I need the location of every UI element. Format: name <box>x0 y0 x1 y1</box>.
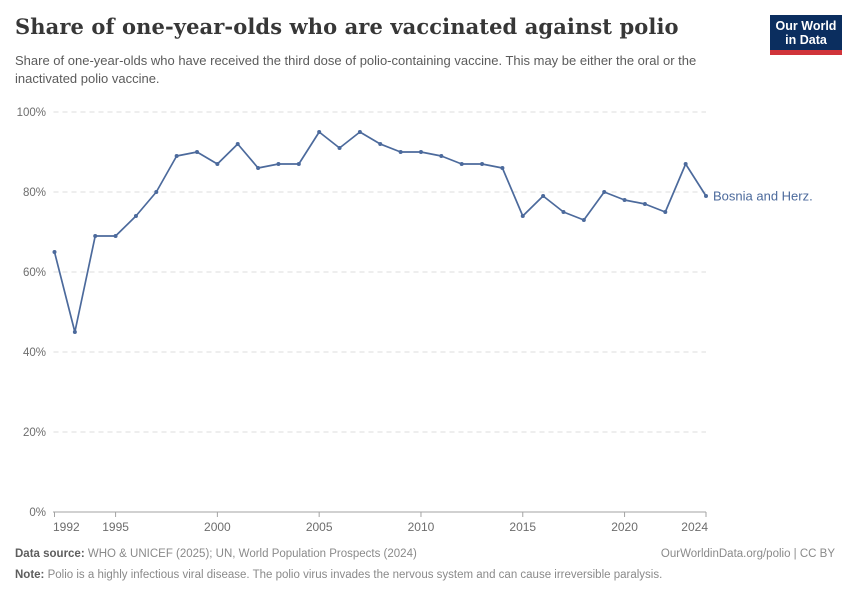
data-point <box>378 142 383 146</box>
data-point <box>276 162 281 166</box>
data-point <box>113 234 118 238</box>
chart-subtitle: Share of one-year-olds who have received… <box>15 53 697 87</box>
note-line: Note: Polio is a highly infectious viral… <box>15 568 835 582</box>
data-point <box>418 150 423 154</box>
y-axis-tick-label: 0% <box>29 507 46 519</box>
owid-logo-line1: Our World <box>775 18 837 33</box>
data-point <box>52 250 57 254</box>
data-point <box>317 130 322 134</box>
x-axis-tick-label: 1992 <box>53 520 80 534</box>
y-axis-tick-label: 100% <box>17 107 46 119</box>
data-point <box>459 162 464 166</box>
data-point <box>174 154 179 158</box>
owid-logo-line2: in Data <box>785 32 827 47</box>
y-axis-tick-label: 40% <box>23 347 46 359</box>
data-point <box>215 162 220 166</box>
data-point <box>235 142 240 146</box>
owid-logo: Our World in Data <box>770 15 842 55</box>
attribution-link[interactable]: OurWorldinData.org/polio | CC BY <box>660 548 835 560</box>
data-point <box>520 214 525 218</box>
data-point <box>357 130 362 134</box>
data-point <box>93 234 98 238</box>
y-axis-tick-label: 20% <box>23 427 46 439</box>
series-entity-label: Bosnia and Herz. <box>713 189 813 204</box>
data-point <box>561 210 566 214</box>
note-label: Note: <box>15 569 45 582</box>
chart-footer: Data source: WHO & UNICEF (2025); UN, Wo… <box>15 547 835 583</box>
x-axis-tick-label: 2000 <box>204 520 231 534</box>
data-source-line: Data source: WHO & UNICEF (2025); UN, Wo… <box>15 547 417 561</box>
x-axis-tick-label: 2020 <box>611 520 638 534</box>
data-point <box>602 190 607 194</box>
data-point <box>256 166 261 170</box>
y-axis-tick-label: 80% <box>23 187 46 199</box>
series-line <box>53 131 707 333</box>
data-source-label: Data source: <box>15 548 85 560</box>
x-axis-tick-label: 2024 <box>681 520 708 534</box>
data-point <box>704 194 708 198</box>
data-point <box>683 162 688 166</box>
data-point <box>398 150 403 154</box>
data-point <box>72 330 77 334</box>
data-point <box>195 150 200 154</box>
data-point <box>296 162 301 166</box>
data-point <box>541 194 546 198</box>
data-source-text: WHO & UNICEF (2025); UN, World Populatio… <box>87 548 417 560</box>
y-axis-tick-label: 60% <box>23 267 46 279</box>
data-point <box>622 198 627 202</box>
data-point <box>480 162 485 166</box>
data-point <box>133 214 138 218</box>
data-point <box>581 218 586 222</box>
x-axis-tick-label: 1995 <box>102 520 129 534</box>
x-axis-tick-label: 2010 <box>408 520 435 534</box>
data-point <box>439 154 444 158</box>
data-point <box>500 166 505 170</box>
data-point <box>337 146 342 150</box>
page-title: Share of one-year-olds who are vaccinate… <box>15 14 679 39</box>
data-point <box>663 210 668 214</box>
data-point <box>642 202 647 206</box>
note-text: Polio is a highly infectious viral disea… <box>47 569 663 582</box>
x-axis-tick-label: 2005 <box>306 520 333 534</box>
data-point <box>154 190 159 194</box>
x-axis-tick-label: 2015 <box>509 520 536 534</box>
